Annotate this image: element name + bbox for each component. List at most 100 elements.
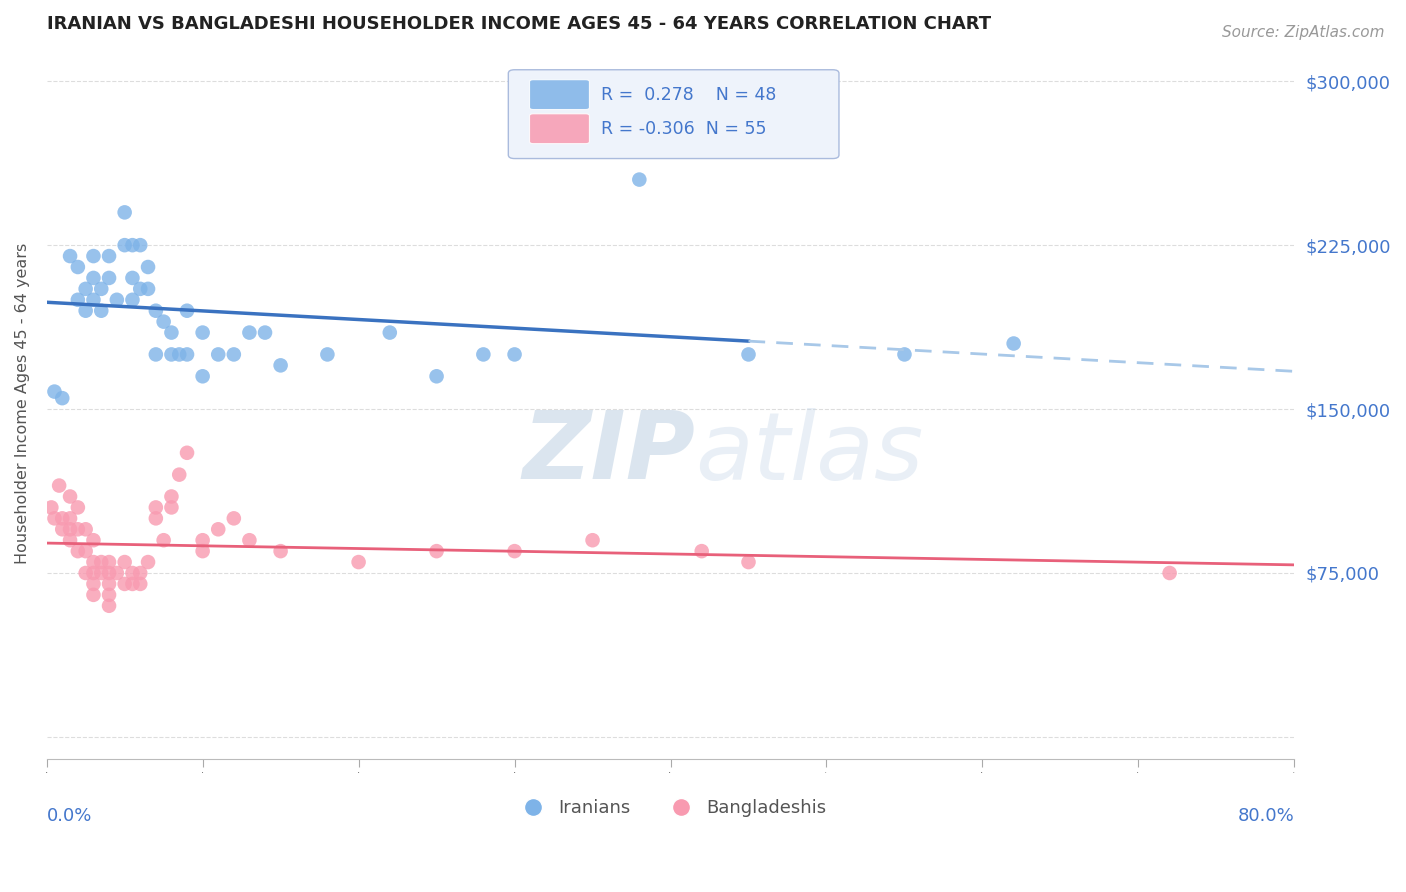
Text: R = -0.306  N = 55: R = -0.306 N = 55: [600, 120, 766, 137]
Point: [82, 271, 104, 285]
Point: [121, 293, 143, 307]
Point: [82, 533, 104, 548]
Point: [82, 566, 104, 580]
Point: [191, 326, 214, 340]
Point: [59, 249, 82, 263]
Point: [51, 511, 73, 525]
Point: [129, 238, 152, 252]
Point: [129, 282, 152, 296]
Point: [690, 544, 713, 558]
Point: [114, 577, 136, 591]
Point: [581, 533, 603, 548]
Point: [893, 347, 915, 361]
Point: [90, 566, 112, 580]
Text: 80.0%: 80.0%: [1237, 807, 1295, 825]
Point: [82, 293, 104, 307]
Point: [628, 172, 651, 186]
Point: [121, 238, 143, 252]
Point: [191, 544, 214, 558]
Point: [160, 347, 183, 361]
Point: [191, 369, 214, 384]
Point: [1159, 566, 1181, 580]
Point: [503, 544, 526, 558]
Point: [145, 500, 167, 515]
Point: [59, 522, 82, 536]
Point: [82, 555, 104, 569]
Point: [98, 566, 121, 580]
Text: ZIP: ZIP: [523, 408, 696, 500]
Point: [1002, 336, 1025, 351]
FancyBboxPatch shape: [530, 114, 589, 144]
Text: 0.0%: 0.0%: [46, 807, 91, 825]
Point: [75, 566, 97, 580]
Point: [503, 347, 526, 361]
Point: [222, 511, 245, 525]
Point: [136, 260, 159, 274]
Point: [160, 326, 183, 340]
Point: [472, 347, 495, 361]
Point: [270, 544, 292, 558]
Point: [90, 555, 112, 569]
Text: R =  0.278    N = 48: R = 0.278 N = 48: [600, 86, 776, 103]
Point: [167, 467, 190, 482]
Point: [121, 271, 143, 285]
Point: [316, 347, 339, 361]
Point: [426, 544, 449, 558]
Point: [98, 555, 121, 569]
Point: [66, 293, 89, 307]
Point: [145, 303, 167, 318]
Point: [129, 577, 152, 591]
Text: Source: ZipAtlas.com: Source: ZipAtlas.com: [1222, 25, 1385, 40]
Point: [75, 303, 97, 318]
Point: [114, 555, 136, 569]
Point: [44, 511, 66, 525]
Point: [105, 566, 128, 580]
Point: [176, 347, 198, 361]
Point: [152, 315, 174, 329]
Point: [51, 391, 73, 405]
Point: [253, 326, 276, 340]
Point: [90, 303, 112, 318]
Point: [167, 347, 190, 361]
Point: [737, 555, 759, 569]
Point: [98, 249, 121, 263]
Point: [176, 303, 198, 318]
Point: [121, 577, 143, 591]
FancyBboxPatch shape: [509, 70, 839, 159]
Point: [114, 238, 136, 252]
Point: [121, 566, 143, 580]
Text: atlas: atlas: [696, 408, 924, 499]
Point: [270, 359, 292, 373]
Point: [160, 490, 183, 504]
Point: [66, 522, 89, 536]
Point: [82, 577, 104, 591]
Point: [44, 384, 66, 399]
Point: [82, 588, 104, 602]
Point: [238, 533, 260, 548]
Point: [222, 347, 245, 361]
Point: [152, 533, 174, 548]
Point: [145, 511, 167, 525]
Point: [114, 205, 136, 219]
Point: [207, 522, 229, 536]
Point: [90, 282, 112, 296]
Point: [136, 555, 159, 569]
Point: [98, 271, 121, 285]
Point: [176, 446, 198, 460]
Point: [41, 500, 63, 515]
Point: [145, 347, 167, 361]
Legend: Iranians, Bangladeshis: Iranians, Bangladeshis: [508, 792, 834, 824]
Point: [75, 282, 97, 296]
Point: [238, 326, 260, 340]
Point: [378, 326, 401, 340]
Point: [191, 533, 214, 548]
Point: [207, 347, 229, 361]
Point: [129, 566, 152, 580]
Point: [347, 555, 370, 569]
Point: [75, 522, 97, 536]
Text: IRANIAN VS BANGLADESHI HOUSEHOLDER INCOME AGES 45 - 64 YEARS CORRELATION CHART: IRANIAN VS BANGLADESHI HOUSEHOLDER INCOM…: [46, 15, 991, 33]
Point: [59, 511, 82, 525]
Point: [737, 347, 759, 361]
Point: [51, 522, 73, 536]
Point: [66, 260, 89, 274]
